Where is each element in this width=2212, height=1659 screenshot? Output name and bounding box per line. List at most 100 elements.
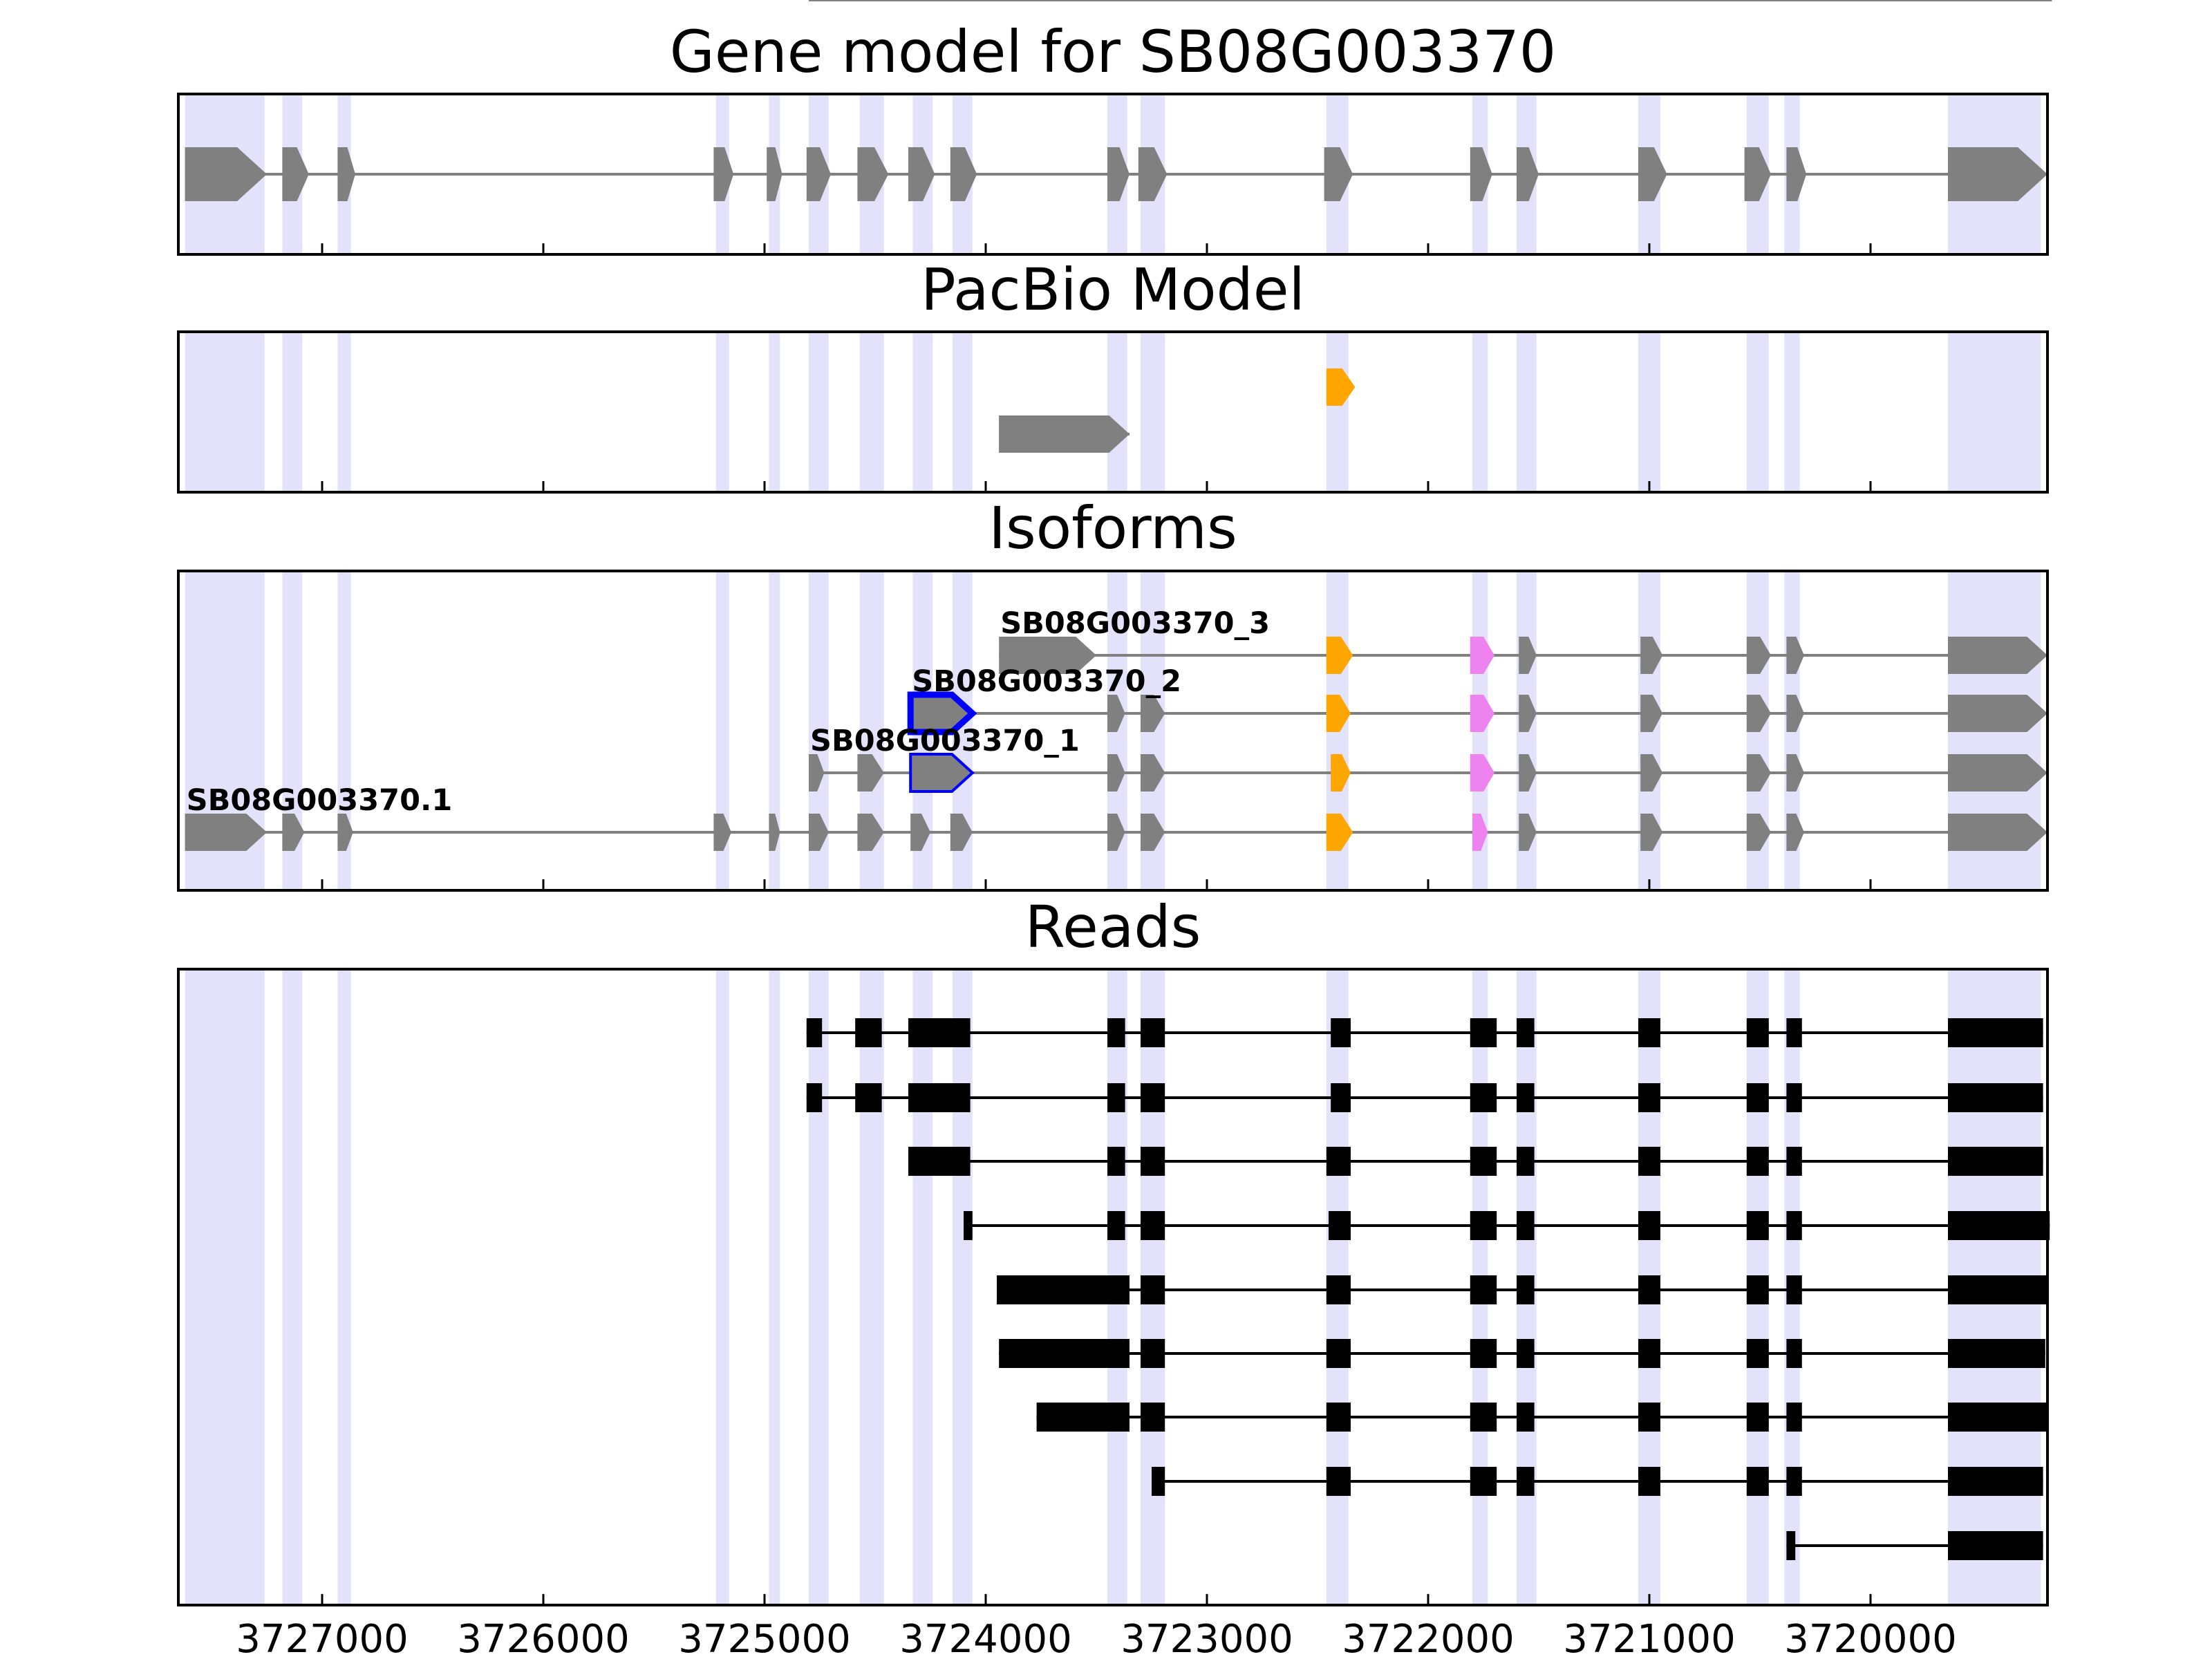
read-exon xyxy=(1948,1083,2043,1112)
panel-title-gene: Gene model for SB08G003370 xyxy=(670,18,1556,86)
highlight-band xyxy=(859,969,884,1605)
panel-gene xyxy=(177,93,2049,256)
isoform-label: SB08G003370.1 xyxy=(187,783,453,818)
read-exon xyxy=(1786,1403,1802,1432)
exon-isoforms xyxy=(1640,754,1663,791)
read-exon xyxy=(1331,1018,1351,1047)
panel-isoforms: SB08G003370_3 SB08G003370_2 SB08G003370_1 S… xyxy=(177,570,2049,892)
exon-isoforms xyxy=(857,814,884,851)
read-exon xyxy=(1517,1339,1535,1368)
exon-isoforms xyxy=(282,814,305,851)
read-exon xyxy=(908,1083,971,1112)
exon-isoforms xyxy=(910,814,930,851)
exon-isoforms xyxy=(1331,754,1351,791)
exon-pacbio xyxy=(999,415,1130,453)
read-exon xyxy=(1329,1211,1351,1240)
highlight-band xyxy=(715,571,729,890)
x-tick-label: 3722000 xyxy=(1342,1617,1514,1659)
exon-isoforms xyxy=(1470,754,1494,791)
exon-isoforms xyxy=(1746,814,1771,851)
read-exon xyxy=(1141,1083,1165,1112)
highlight-band xyxy=(1638,332,1660,492)
highlight-band xyxy=(1746,332,1769,492)
exon-isoforms xyxy=(1107,814,1125,851)
read-exon xyxy=(1948,1018,2043,1047)
read-exon xyxy=(1517,1018,1535,1047)
x-tick-label: 3724000 xyxy=(899,1617,1071,1659)
read-exon xyxy=(908,1018,971,1047)
exon-isoforms xyxy=(1746,754,1771,791)
read-exon xyxy=(1948,1211,2050,1240)
read-exon xyxy=(1746,1147,1769,1176)
exon-isoforms xyxy=(1470,637,1494,674)
read-exon xyxy=(1326,1275,1351,1304)
exon-isoforms xyxy=(1746,695,1771,732)
read-exon xyxy=(1638,1467,1660,1496)
read-exon xyxy=(1141,1018,1165,1047)
panel-title-isoforms: Isoforms xyxy=(988,494,1237,562)
highlight-band xyxy=(1326,332,1349,492)
x-tick-label: 3720000 xyxy=(1784,1617,1956,1659)
read-exon xyxy=(1517,1275,1535,1304)
read-exon xyxy=(1746,1083,1769,1112)
read-exon xyxy=(1786,1211,1802,1240)
exon-isoforms xyxy=(1519,814,1537,851)
exon-gene xyxy=(1786,147,1807,201)
read-exon xyxy=(1786,1018,1802,1047)
exon-isoforms xyxy=(1948,814,2047,851)
exon-isoforms xyxy=(1107,695,1125,732)
x-tick-label: 3725000 xyxy=(678,1617,850,1659)
axes-frame xyxy=(177,570,2049,892)
read-exon xyxy=(1786,1083,1802,1112)
read-exon xyxy=(1786,1275,1802,1304)
read-exon xyxy=(1638,1339,1660,1368)
panel-reads xyxy=(177,968,2050,1606)
isoform-label: SB08G003370_3 xyxy=(1000,606,1270,641)
read-exon xyxy=(1746,1339,1769,1368)
highlight-band xyxy=(809,332,829,492)
read-exon xyxy=(806,1083,823,1112)
highlight-band xyxy=(337,332,351,492)
highlight-band xyxy=(337,571,351,890)
read-exon xyxy=(1517,1211,1535,1240)
read-exon xyxy=(1470,1339,1497,1368)
highlight-band xyxy=(912,969,933,1605)
highlight-band xyxy=(1141,332,1165,492)
x-tick-label: 3726000 xyxy=(457,1617,629,1659)
highlight-band xyxy=(953,969,973,1605)
read-exon xyxy=(1746,1211,1769,1240)
highlight-band xyxy=(1784,332,1800,492)
read-exon xyxy=(1326,1147,1351,1176)
read-exon xyxy=(1786,1467,1802,1496)
read-exon xyxy=(1948,1403,2047,1432)
read-exon xyxy=(1746,1275,1769,1304)
exon-gene xyxy=(806,147,831,201)
exon-isoforms xyxy=(1141,814,1165,851)
read-exon xyxy=(1638,1403,1660,1432)
exon-isoforms xyxy=(1326,637,1353,674)
exon-isoforms xyxy=(1948,695,2047,732)
read-exon xyxy=(855,1018,882,1047)
exon-gene xyxy=(1324,147,1353,201)
exon-isoforms xyxy=(713,814,731,851)
read-exon xyxy=(1470,1211,1497,1240)
read-exon xyxy=(1948,1339,2045,1368)
exon-gene xyxy=(950,147,977,201)
exon-gene xyxy=(282,147,309,201)
read-exon xyxy=(1326,1403,1351,1432)
exon-isoforms xyxy=(999,637,1096,674)
exon-gene xyxy=(767,147,782,201)
read-exon xyxy=(1331,1083,1351,1112)
highlight-band xyxy=(185,332,265,492)
highlight-band xyxy=(769,969,780,1605)
highlight-band xyxy=(715,332,729,492)
read-exon xyxy=(1517,1403,1535,1432)
exon-gene xyxy=(185,147,267,201)
read-exon xyxy=(1746,1467,1769,1496)
read-exon xyxy=(1107,1211,1125,1240)
highlight-band xyxy=(953,332,973,492)
read-exon xyxy=(908,1147,971,1176)
exon-isoforms xyxy=(1472,814,1488,851)
panel-title-pacbio: PacBio Model xyxy=(921,256,1305,324)
exon-gene xyxy=(1744,147,1771,201)
